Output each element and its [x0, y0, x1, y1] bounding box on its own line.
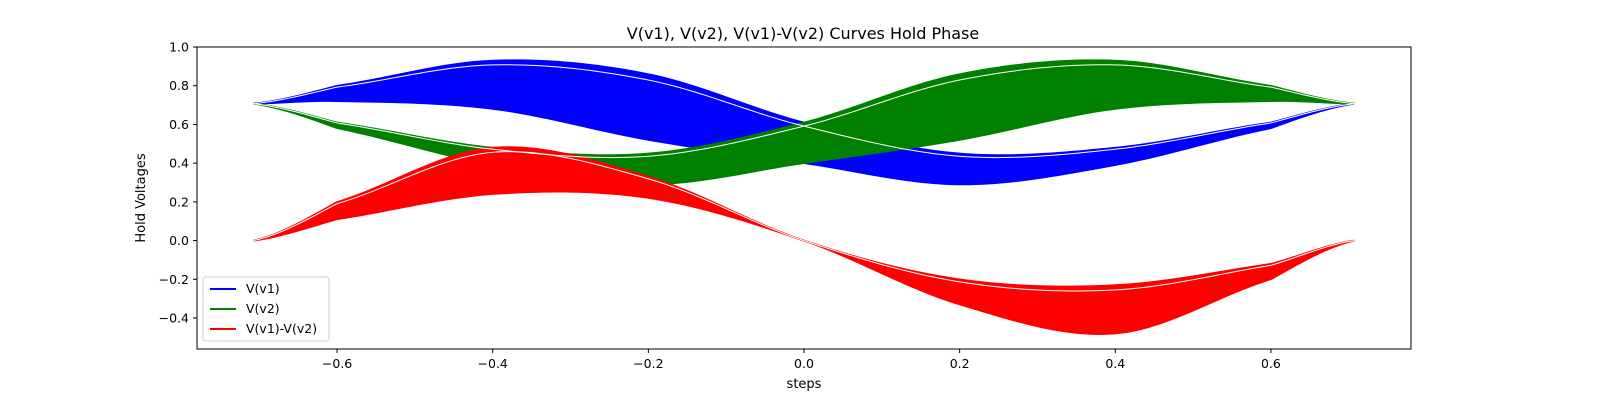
series-curve-diff-4	[253, 190, 1355, 335]
y-tick-label: 1.0	[169, 40, 189, 55]
y-tick-label: −0.2	[159, 272, 189, 287]
x-tick-label: 0.0	[794, 356, 814, 371]
y-tick-label: −0.4	[159, 311, 189, 326]
x-axis-label: steps	[787, 377, 822, 392]
x-tick-label: −0.6	[322, 356, 352, 371]
legend-label-diff: V(v1)-V(v2)	[246, 321, 317, 336]
series-curve-diff-3	[253, 187, 1355, 332]
legend-label-v1: V(v1)	[246, 281, 280, 296]
legend-label-v2: V(v2)	[246, 301, 280, 316]
x-tick-label: 0.4	[1105, 356, 1125, 371]
plot-frame	[196, 46, 1412, 350]
series-curve-v2-4	[253, 100, 1355, 186]
y-axis-label: Hold Voltages	[134, 153, 149, 242]
series-curve-v2-3	[253, 99, 1355, 183]
series-bands	[253, 59, 1355, 335]
x-tick-label: −0.4	[478, 356, 508, 371]
chart-title: V(v1), V(v2), V(v1)-V(v2) Curves Hold Ph…	[627, 24, 979, 43]
y-tick-label: 0.8	[169, 78, 189, 93]
series-curve-diff-0	[253, 146, 1355, 288]
series-band-diff	[253, 147, 1355, 335]
series-curve-diff-1	[253, 149, 1355, 290]
series-curve-diff-2	[253, 151, 1355, 293]
y-tick-label: 0.2	[169, 194, 189, 209]
legend: V(v1) V(v2) V(v1)-V(v2)	[202, 276, 330, 342]
x-tick-label: −0.2	[633, 356, 663, 371]
y-tick-label: 0.0	[169, 233, 189, 248]
y-tick-label: 0.4	[169, 156, 189, 171]
legend-box	[202, 276, 330, 342]
axis-ticks: −0.6 −0.4 −0.2 0.0 0.2 0.4 0.6 −0.4 −0.2 0.0 0.2 0.…	[159, 40, 1281, 372]
series-gap-line-2	[253, 151, 1355, 292]
y-tick-label: 0.6	[169, 117, 189, 132]
x-tick-label: 0.6	[1261, 356, 1281, 371]
x-tick-label: 0.2	[950, 356, 970, 371]
series-gap-line-1	[253, 64, 1355, 159]
